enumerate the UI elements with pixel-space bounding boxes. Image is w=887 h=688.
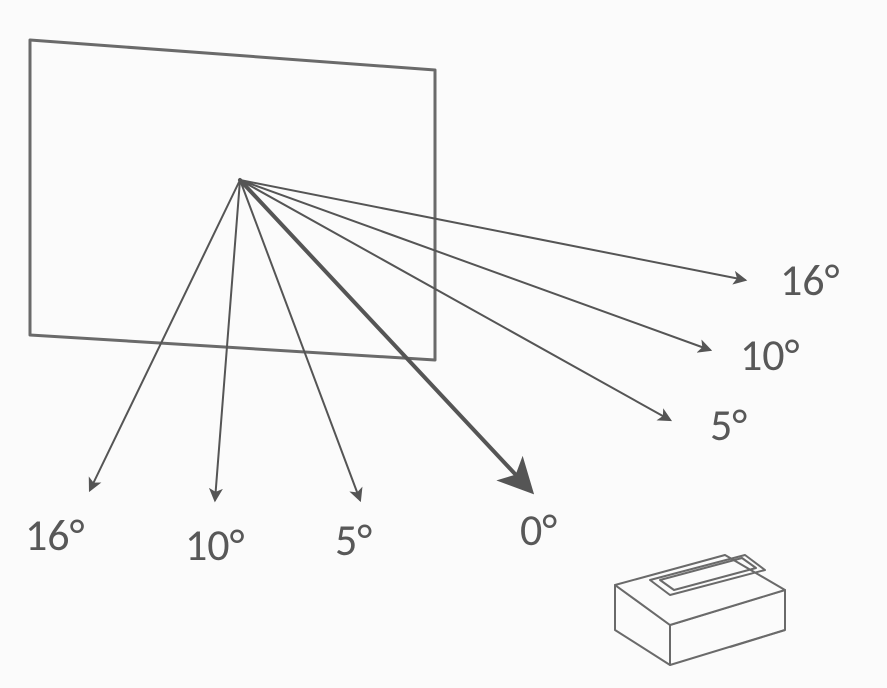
ray-10 (215, 180, 240, 500)
ray-0 (240, 180, 530, 490)
label-10: 10° (740, 328, 800, 382)
label-0: 0° (520, 503, 557, 557)
label-5: 5° (335, 513, 372, 567)
label-16: 16° (25, 508, 85, 562)
ray-16 (90, 180, 240, 490)
angle-diagram: 16° 10° 5° 0° 5° 10° 16° (0, 0, 887, 688)
label-10: 10° (185, 518, 245, 572)
angle-rays (90, 180, 745, 500)
label-5: 5° (710, 398, 747, 452)
ray-10 (240, 180, 710, 350)
angle-labels: 16° 10° 5° 0° 5° 10° 16° (25, 253, 840, 572)
ray-5 (240, 180, 360, 500)
label-16: 16° (780, 253, 840, 307)
measurement-device-icon (615, 555, 785, 665)
screen-outline (30, 40, 435, 360)
ray-5 (240, 180, 670, 420)
projection-screen (30, 40, 435, 360)
ray-16 (240, 180, 745, 280)
